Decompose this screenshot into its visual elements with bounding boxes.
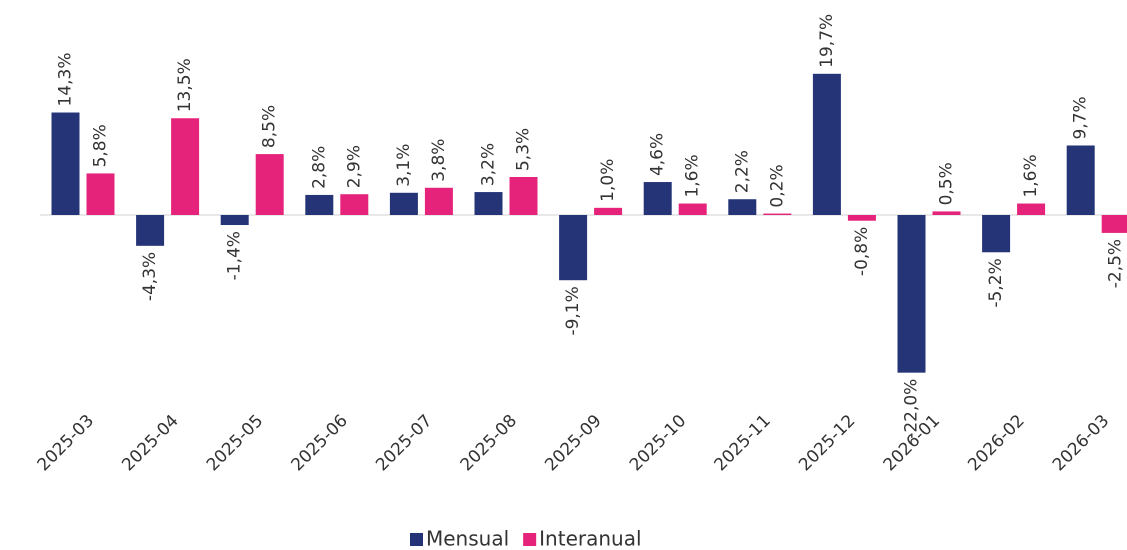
bar: [763, 213, 792, 215]
data-label: 2,9%: [344, 145, 364, 188]
x-tick-label: 2025-07: [372, 411, 436, 475]
bar: [136, 215, 165, 246]
bar: [1017, 203, 1046, 215]
data-label: 2,8%: [309, 146, 329, 189]
x-tick-label: 2025-05: [203, 411, 267, 475]
x-tick-label: 2025-12: [795, 411, 859, 475]
bar: [812, 73, 841, 215]
legend-label: Mensual: [426, 527, 509, 550]
x-tick-label: 2026-03: [1049, 411, 1113, 475]
data-label: 19,7%: [817, 14, 837, 68]
data-label: 0,5%: [937, 162, 957, 205]
bar: [474, 192, 503, 215]
legend-label: Interanual: [539, 527, 641, 550]
bar: [678, 203, 707, 215]
x-tick-label: 2026-02: [964, 411, 1028, 475]
bar: [51, 112, 80, 215]
x-tick-label: 2025-04: [118, 411, 182, 475]
bar: [728, 199, 757, 215]
data-label: -2,5%: [1106, 239, 1126, 288]
bar: [171, 118, 200, 215]
data-label: 1,0%: [598, 159, 618, 202]
bar: [1066, 145, 1095, 215]
data-label: 14,3%: [56, 53, 76, 107]
data-label: -9,1%: [563, 286, 583, 335]
data-label: 3,1%: [394, 144, 414, 187]
bar: [86, 173, 115, 215]
bar: [509, 177, 538, 215]
data-label: -1,4%: [225, 231, 245, 280]
bar: [424, 187, 453, 215]
bar: [982, 215, 1011, 253]
data-label: 1,6%: [1021, 154, 1041, 197]
bar: [594, 207, 623, 215]
data-label: 1,6%: [683, 154, 703, 197]
x-tick-label: 2025-11: [711, 411, 775, 475]
data-label: 9,7%: [1071, 96, 1091, 139]
data-label: 0,2%: [767, 164, 787, 207]
bar: [389, 192, 418, 215]
legend-swatch: [410, 533, 423, 546]
bar: [559, 215, 588, 281]
x-tick-label: 2025-03: [34, 411, 98, 475]
data-label: -0,8%: [852, 227, 872, 276]
data-label: 8,5%: [260, 105, 280, 148]
data-label: 4,6%: [648, 133, 668, 176]
data-label: -4,3%: [140, 252, 160, 301]
bar: [847, 215, 876, 221]
x-tick-label: 2025-09: [541, 411, 605, 475]
x-tick-label: 2025-10: [626, 411, 690, 475]
data-label: -5,2%: [986, 258, 1006, 307]
data-label: 5,8%: [91, 124, 111, 167]
bar: [305, 194, 334, 215]
legend-swatch: [523, 533, 537, 546]
data-label: -22,0%: [902, 379, 922, 439]
data-label: 3,8%: [429, 139, 449, 182]
bar: [897, 215, 926, 373]
bar: [932, 211, 961, 215]
bar: [643, 182, 672, 215]
bar: [1101, 215, 1127, 233]
bar: [220, 215, 249, 226]
data-label: 13,5%: [175, 58, 195, 112]
data-label: 2,2%: [732, 150, 752, 193]
data-label: 3,2%: [479, 143, 499, 186]
bar: [255, 154, 284, 215]
x-tick-label: 2025-06: [288, 411, 352, 475]
data-label: 5,3%: [514, 128, 534, 171]
bar: [340, 194, 369, 215]
x-tick-label: 2025-08: [457, 411, 521, 475]
